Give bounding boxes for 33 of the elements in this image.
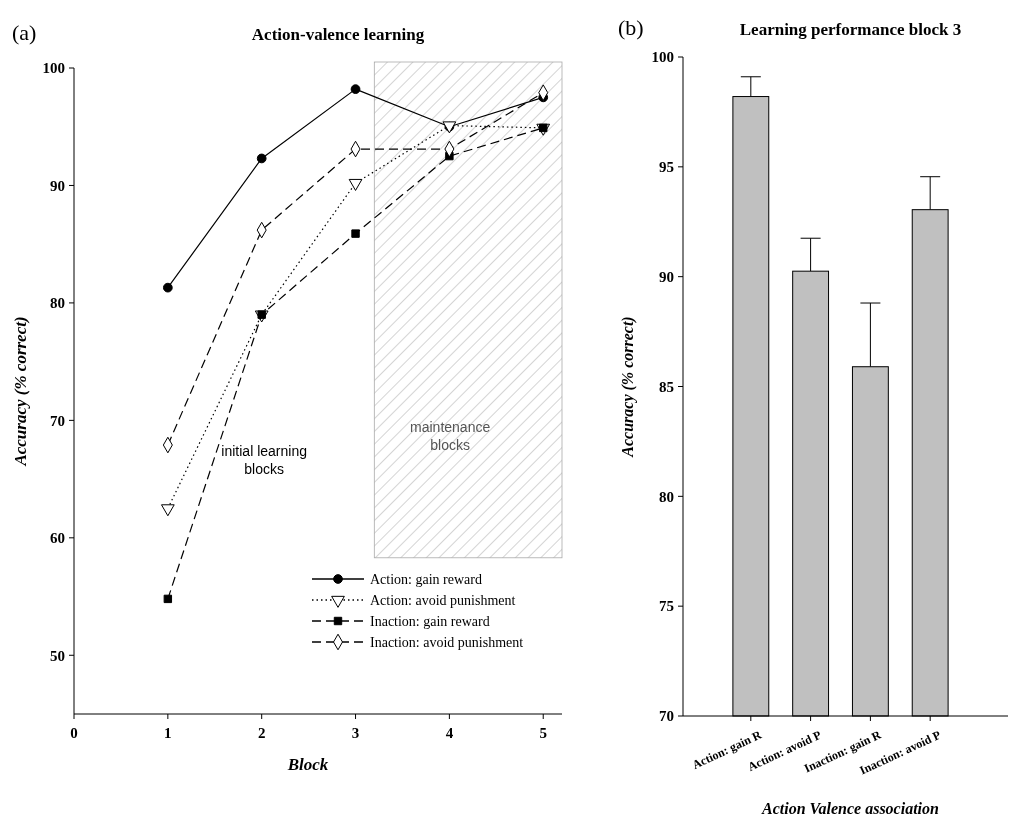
y-tick-label: 70 (50, 412, 65, 429)
x-axis-title: Action Valence association (761, 800, 940, 817)
y-tick-label: 90 (659, 268, 674, 285)
y-axis-title: Accuracy (% correct) (619, 316, 637, 458)
text: (a) (12, 20, 37, 45)
y-tick-label: 50 (50, 647, 65, 664)
y-tick-label: 100 (651, 49, 674, 66)
y-axis-title: Accuracy (% correct) (11, 316, 30, 467)
y-tick-label: 70 (659, 708, 674, 725)
chart-title: Learning performance block 3 (739, 20, 962, 39)
y-tick-label: 100 (42, 60, 65, 77)
x-tick-label: 5 (539, 725, 547, 741)
legend-label: Inaction: avoid punishment (370, 634, 524, 650)
x-tick-label: 2 (257, 725, 266, 741)
legend-label: Action: avoid punishment (370, 592, 516, 608)
chart-title: Action-valence learning (251, 25, 425, 44)
x-tick-label: 1 (164, 725, 172, 741)
band-label: maintenance blocks (410, 419, 491, 454)
x-tick-label: 0 (70, 725, 78, 741)
x-tick-label: 3 (351, 725, 360, 741)
y-tick-label: 60 (50, 530, 65, 547)
y-tick-label: 80 (50, 295, 65, 312)
x-tick-label: 4 (445, 725, 454, 741)
y-tick-label: 75 (659, 598, 674, 615)
x-axis-title: Block (286, 755, 329, 774)
y-tick-label: 85 (659, 378, 674, 395)
legend-label: Action: gain reward (370, 571, 482, 587)
y-tick-label: 80 (659, 488, 674, 505)
y-tick-label: 95 (659, 159, 674, 176)
annotation: initial learning blocks (221, 442, 307, 477)
y-tick-label: 90 (50, 177, 65, 194)
legend-label: Inaction: gain reward (370, 613, 490, 629)
text: (b) (618, 15, 644, 40)
